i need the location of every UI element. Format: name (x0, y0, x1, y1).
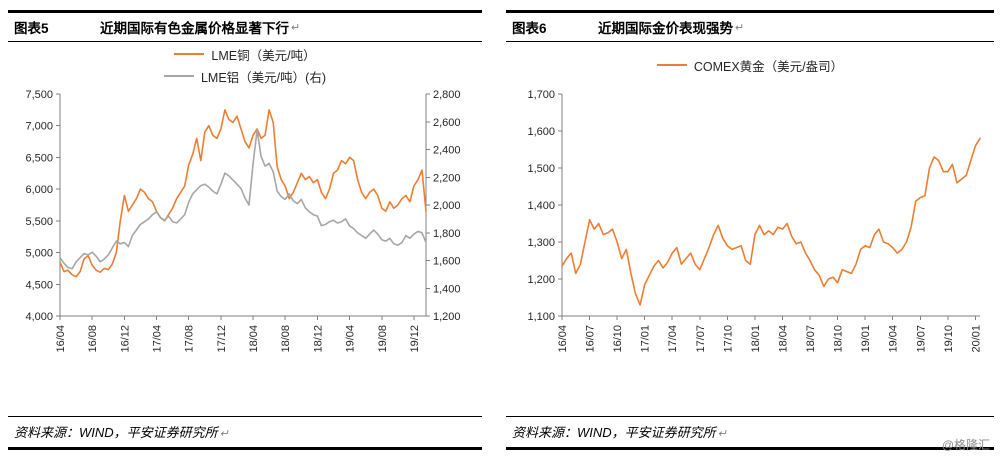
svg-text:6,000: 6,000 (25, 184, 53, 196)
paragraph-mark-icon: ↵ (717, 428, 727, 440)
svg-text:5,000: 5,000 (25, 248, 53, 260)
svg-text:16/12: 16/12 (119, 325, 131, 353)
legend-item-copper: LME铜（美元/吨） (174, 45, 316, 64)
panel-metals-chart: 图表5 近期国际有色金属价格显著下行 ↵ LME铜（美元/吨） LME铝（美元/… (8, 0, 482, 456)
svg-text:19/07: 19/07 (915, 325, 927, 353)
figure-title: 近期国际有色金属价格显著下行 (100, 21, 289, 36)
svg-text:16/08: 16/08 (87, 325, 99, 353)
paragraph-mark-icon: ↵ (219, 428, 229, 440)
panel-header-gold: 图表6 近期国际金价表现强势 ↵ (506, 10, 994, 42)
source-note-gold: 资料来源：WIND，平安证券研究所 ↵ (506, 416, 994, 450)
svg-text:19/10: 19/10 (943, 325, 955, 353)
svg-text:18/10: 18/10 (833, 325, 845, 353)
svg-text:1,600: 1,600 (433, 256, 461, 268)
svg-text:7,500: 7,500 (25, 89, 53, 101)
figure-title: 近期国际金价表现强势 (598, 21, 733, 36)
paragraph-mark-icon: ↵ (735, 21, 745, 34)
copper-line-swatch-icon (174, 53, 205, 55)
svg-text:1,400: 1,400 (527, 200, 555, 212)
svg-text:18/01: 18/01 (750, 325, 762, 353)
svg-text:16/04: 16/04 (557, 325, 569, 353)
svg-text:16/04: 16/04 (55, 325, 67, 353)
svg-text:1,500: 1,500 (527, 163, 555, 175)
legend-item-aluminum: LME铝（美元/吨）(右) (163, 67, 326, 86)
svg-text:1,100: 1,100 (527, 311, 555, 323)
svg-text:1,300: 1,300 (527, 237, 555, 249)
svg-text:19/08: 19/08 (377, 325, 389, 353)
svg-text:19/01: 19/01 (860, 325, 872, 353)
svg-text:17/08: 17/08 (184, 325, 196, 353)
svg-text:1,700: 1,700 (527, 89, 555, 101)
panel-header-metals: 图表5 近期国际有色金属价格显著下行 ↵ (8, 10, 482, 42)
metals-line-chart: 4,000 4,500 5,000 5,500 6,000 6,500 7,000 7,500… (25, 89, 461, 353)
source-note-metals: 资料来源：WIND，平安证券研究所 ↵ (8, 416, 482, 450)
svg-text:1,200: 1,200 (433, 311, 461, 323)
gold-line-chart: 1,100 1,200 1,300 1,400 1,500 1,600 1,700 16/04… (527, 89, 982, 353)
svg-text:18/04: 18/04 (777, 325, 789, 353)
svg-text:19/04: 19/04 (345, 325, 357, 353)
svg-text:19/04: 19/04 (888, 325, 900, 353)
gold-line-swatch-icon (656, 64, 687, 66)
svg-text:2,400: 2,400 (433, 145, 461, 157)
legend-gold: COMEX黄金（美元/盎司） (506, 42, 994, 88)
svg-text:5,500: 5,500 (25, 216, 53, 228)
panel-gold-chart: 图表6 近期国际金价表现强势 ↵ COMEX黄金（美元/盎司） 1,100 1,2… (506, 0, 994, 456)
source-text: 资料来源：WIND，平安证券研究所 (14, 425, 218, 440)
svg-text:18/08: 18/08 (280, 325, 292, 353)
paragraph-mark-icon: ↵ (291, 21, 301, 34)
svg-text:17/04: 17/04 (152, 325, 164, 353)
svg-text:18/12: 18/12 (312, 325, 324, 353)
svg-text:17/04: 17/04 (667, 325, 679, 353)
svg-text:17/12: 17/12 (216, 325, 228, 353)
svg-text:17/10: 17/10 (722, 325, 734, 353)
svg-text:6,500: 6,500 (25, 152, 53, 164)
legend-label-copper: LME铜（美元/吨） (211, 48, 316, 63)
aluminum-line-swatch-icon (163, 75, 194, 77)
svg-text:1,600: 1,600 (527, 126, 555, 138)
svg-text:1,200: 1,200 (527, 274, 555, 286)
svg-text:19/12: 19/12 (409, 325, 421, 353)
source-text: 资料来源：WIND，平安证券研究所 (512, 425, 716, 440)
svg-text:16/07: 16/07 (585, 325, 597, 353)
svg-text:17/07: 17/07 (695, 325, 707, 353)
svg-text:7,000: 7,000 (25, 121, 53, 133)
svg-text:18/07: 18/07 (805, 325, 817, 353)
svg-text:17/01: 17/01 (640, 325, 652, 353)
svg-text:4,000: 4,000 (25, 311, 53, 323)
legend-item-gold: COMEX黄金（美元/盎司） (656, 56, 844, 75)
svg-text:18/04: 18/04 (248, 325, 260, 353)
svg-text:2,800: 2,800 (433, 89, 461, 101)
watermark: @格隆汇 (941, 438, 990, 452)
svg-text:2,000: 2,000 (433, 200, 461, 212)
figure-label: 图表6 (512, 21, 547, 36)
svg-text:20/01: 20/01 (970, 325, 982, 353)
svg-text:1,400: 1,400 (433, 283, 461, 295)
svg-text:2,600: 2,600 (433, 117, 461, 129)
svg-text:1,800: 1,800 (433, 228, 461, 240)
legend-label-gold: COMEX黄金（美元/盎司） (693, 59, 844, 74)
svg-text:2,200: 2,200 (433, 172, 461, 184)
legend-metals: LME铜（美元/吨） LME铝（美元/吨）(右) (8, 42, 482, 88)
svg-text:4,500: 4,500 (25, 279, 53, 291)
legend-label-aluminum: LME铝（美元/吨）(右) (200, 70, 326, 85)
svg-text:16/10: 16/10 (612, 325, 624, 353)
figure-label: 图表5 (14, 21, 49, 36)
